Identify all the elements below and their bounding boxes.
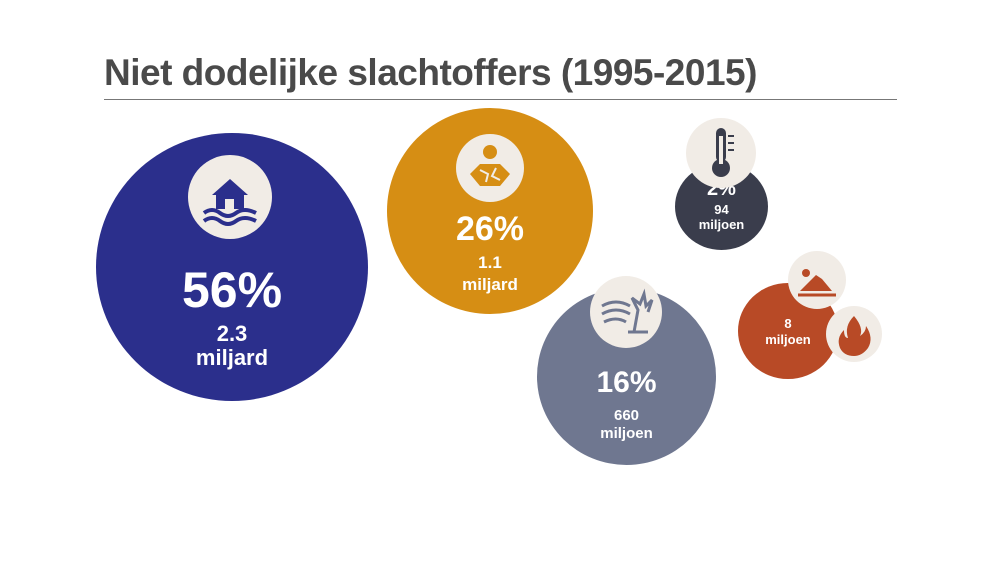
bubble-heat-unit: miljoen bbox=[698, 217, 745, 232]
bubble-drought: 26% 1.1 miljard bbox=[387, 108, 593, 314]
bubble-storm-unit: miljoen bbox=[600, 425, 653, 442]
bubble-drought-percent: 26% bbox=[455, 210, 525, 248]
bubble-flood-percent: 56% bbox=[181, 262, 283, 318]
bubble-flood-unit: miljard bbox=[195, 345, 269, 370]
bubble-flood-amount: 2.3 bbox=[216, 321, 248, 346]
title-underline bbox=[104, 99, 897, 100]
wildfire-icon bbox=[826, 306, 882, 362]
bubble-flood: 56% 2.3 miljard bbox=[96, 133, 368, 401]
chart-title: Niet dodelijke slachtoffers (1995-2015) bbox=[104, 52, 757, 93]
bubble-landslide-wildfire-amount: 8 bbox=[784, 316, 792, 331]
bubble-storm-percent: 16% bbox=[596, 366, 657, 399]
bubble-landslide-wildfire-unit: miljoen bbox=[765, 332, 811, 347]
drought-icon bbox=[456, 134, 524, 202]
heat-icon bbox=[686, 118, 756, 188]
landslide-icon bbox=[788, 251, 846, 309]
bubble-storm-amount: 660 bbox=[613, 407, 640, 424]
bubble-drought-amount: 1.1 bbox=[478, 253, 502, 272]
bubble-drought-unit: miljard bbox=[462, 275, 518, 294]
storm-icon bbox=[590, 276, 662, 348]
bubble-heat-amount: 94 bbox=[714, 202, 729, 217]
flood-icon bbox=[188, 155, 272, 239]
bubble-storm: 16% 660 miljoen bbox=[537, 276, 716, 465]
